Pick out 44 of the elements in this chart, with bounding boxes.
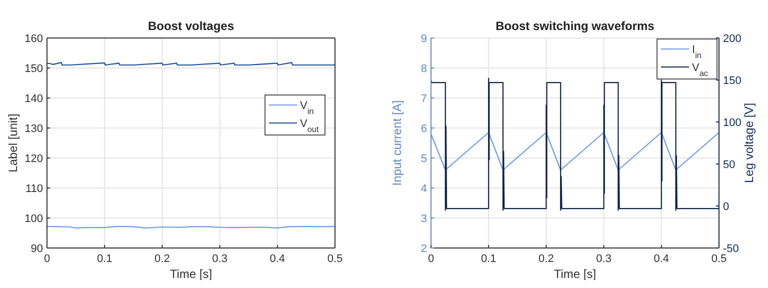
y-axis-title: Input current [A] bbox=[390, 100, 404, 186]
chart-title: Boost switching waveforms bbox=[496, 19, 655, 33]
legend-label: V$_{out}$ bbox=[300, 118, 320, 134]
y2-tick-label: 100 bbox=[723, 117, 742, 129]
x-tick-label: 0.3 bbox=[596, 253, 612, 265]
legend-label: I$_{in}$ bbox=[692, 44, 702, 60]
x-tick-label: 0.5 bbox=[327, 253, 343, 265]
y-tick-label: 5 bbox=[420, 153, 427, 165]
y-tick-label: 3 bbox=[420, 213, 427, 225]
x-tick-label: 0.2 bbox=[154, 253, 170, 265]
y-tick-label: 100 bbox=[24, 213, 43, 225]
y2-tick-label: 0 bbox=[723, 201, 730, 213]
y-tick-label: 130 bbox=[24, 123, 43, 135]
y-tick-label: 90 bbox=[30, 243, 43, 255]
y-tick-label: 4 bbox=[420, 183, 427, 195]
y-tick-label: 8 bbox=[420, 63, 427, 75]
line-series bbox=[431, 78, 719, 211]
y2-tick-label: 150 bbox=[723, 75, 742, 87]
y-tick-label: 2 bbox=[420, 243, 427, 255]
legend-label: V$_{ac}$ bbox=[692, 62, 708, 78]
y2-tick-label: 200 bbox=[723, 33, 742, 45]
x-tick-label: 0 bbox=[428, 253, 434, 265]
y-tick-label: 6 bbox=[420, 123, 427, 135]
y-axis-title: Label [unit] bbox=[6, 114, 20, 172]
y2-tick-label: 50 bbox=[723, 159, 736, 171]
y-tick-label: 150 bbox=[24, 63, 43, 75]
y-tick-label: 9 bbox=[420, 33, 427, 45]
y2-tick-label: -50 bbox=[723, 243, 739, 255]
x-tick-label: 0.3 bbox=[212, 253, 228, 265]
x-tick-label: 0.2 bbox=[538, 253, 554, 265]
y-tick-label: 7 bbox=[420, 93, 427, 105]
x-tick-label: 0.4 bbox=[270, 253, 286, 265]
y-tick-label: 160 bbox=[24, 33, 43, 45]
x-tick-label: 0.5 bbox=[711, 253, 727, 265]
x-tick-label: 0.1 bbox=[96, 253, 112, 265]
y2-axis-title: Leg voltage [V] bbox=[742, 102, 756, 184]
x-tick-label: 0.1 bbox=[480, 253, 496, 265]
y-tick-label: 110 bbox=[25, 183, 43, 195]
x-tick-label: 0.4 bbox=[654, 253, 670, 265]
legend-label: V$_{in}$ bbox=[300, 100, 314, 116]
y-tick-label: 120 bbox=[24, 153, 43, 165]
chart-title: Boost voltages bbox=[148, 19, 234, 33]
y-tick-label: 140 bbox=[24, 93, 43, 105]
x-tick-label: 0 bbox=[44, 253, 50, 265]
